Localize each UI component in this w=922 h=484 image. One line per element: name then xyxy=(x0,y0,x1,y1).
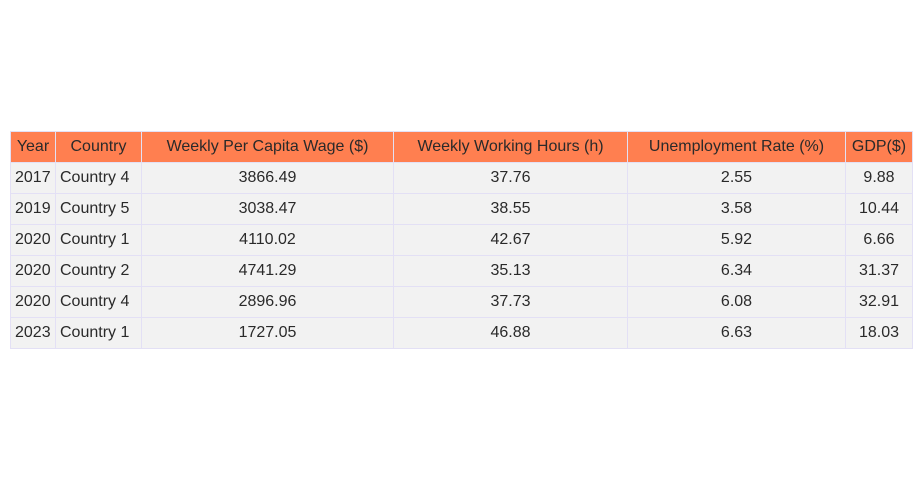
cell-year: 2020 xyxy=(10,255,56,287)
cell-weekly-hours: 37.73 xyxy=(393,286,628,318)
cell-gdp: 32.91 xyxy=(845,286,913,318)
cell-year: 2020 xyxy=(10,224,56,256)
cell-weekly-hours: 38.55 xyxy=(393,193,628,225)
table-row: 2023 Country 1 1727.05 46.88 6.63 18.03 xyxy=(10,317,913,349)
cell-country: Country 1 xyxy=(55,224,142,256)
column-header-weekly-hours: Weekly Working Hours (h) xyxy=(393,131,628,163)
table-row: 2020 Country 1 4110.02 42.67 5.92 6.66 xyxy=(10,224,913,256)
table-row: 2020 Country 4 2896.96 37.73 6.08 32.91 xyxy=(10,286,913,318)
header-row: Year Country Weekly Per Capita Wage ($) … xyxy=(10,131,913,163)
cell-weekly-wage: 3038.47 xyxy=(141,193,394,225)
cell-gdp: 9.88 xyxy=(845,162,913,194)
cell-weekly-wage: 3866.49 xyxy=(141,162,394,194)
cell-weekly-hours: 46.88 xyxy=(393,317,628,349)
cell-year: 2020 xyxy=(10,286,56,318)
column-header-unemployment-rate: Unemployment Rate (%) xyxy=(627,131,846,163)
cell-unemployment-rate: 6.34 xyxy=(627,255,846,287)
cell-gdp: 6.66 xyxy=(845,224,913,256)
cell-year: 2023 xyxy=(10,317,56,349)
cell-weekly-hours: 37.76 xyxy=(393,162,628,194)
cell-year: 2017 xyxy=(10,162,56,194)
cell-unemployment-rate: 3.58 xyxy=(627,193,846,225)
cell-country: Country 2 xyxy=(55,255,142,287)
cell-unemployment-rate: 2.55 xyxy=(627,162,846,194)
cell-weekly-wage: 4110.02 xyxy=(141,224,394,256)
cell-weekly-hours: 35.13 xyxy=(393,255,628,287)
table-row: 2020 Country 2 4741.29 35.13 6.34 31.37 xyxy=(10,255,913,287)
cell-gdp: 18.03 xyxy=(845,317,913,349)
table-row: 2019 Country 5 3038.47 38.55 3.58 10.44 xyxy=(10,193,913,225)
cell-gdp: 31.37 xyxy=(845,255,913,287)
cell-country: Country 4 xyxy=(55,286,142,318)
cell-weekly-wage: 4741.29 xyxy=(141,255,394,287)
cell-weekly-hours: 42.67 xyxy=(393,224,628,256)
cell-country: Country 5 xyxy=(55,193,142,225)
column-header-country: Country xyxy=(55,131,142,163)
column-header-weekly-wage: Weekly Per Capita Wage ($) xyxy=(141,131,394,163)
cell-weekly-wage: 1727.05 xyxy=(141,317,394,349)
data-table: Year Country Weekly Per Capita Wage ($) … xyxy=(10,131,913,349)
cell-unemployment-rate: 6.63 xyxy=(627,317,846,349)
cell-unemployment-rate: 5.92 xyxy=(627,224,846,256)
column-header-year: Year xyxy=(10,131,56,163)
cell-year: 2019 xyxy=(10,193,56,225)
cell-country: Country 4 xyxy=(55,162,142,194)
cell-gdp: 10.44 xyxy=(845,193,913,225)
cell-unemployment-rate: 6.08 xyxy=(627,286,846,318)
table-row: 2017 Country 4 3866.49 37.76 2.55 9.88 xyxy=(10,162,913,194)
column-header-gdp: GDP($) xyxy=(845,131,913,163)
cell-weekly-wage: 2896.96 xyxy=(141,286,394,318)
cell-country: Country 1 xyxy=(55,317,142,349)
